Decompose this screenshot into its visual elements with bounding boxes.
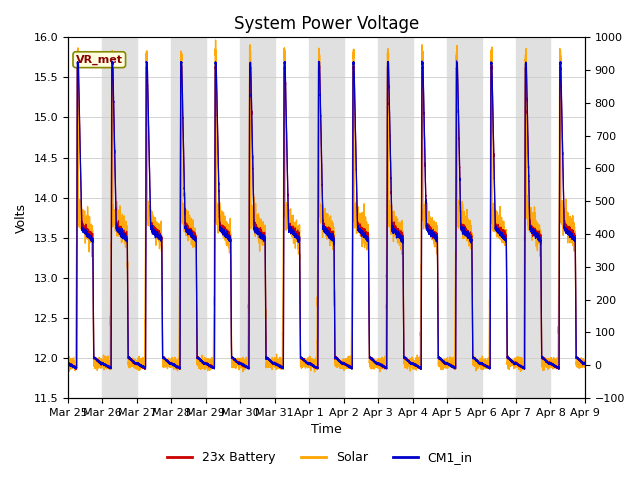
- Title: System Power Voltage: System Power Voltage: [234, 15, 419, 33]
- Bar: [516, 37, 550, 398]
- Bar: [447, 37, 481, 398]
- Bar: [102, 37, 137, 398]
- Text: VR_met: VR_met: [76, 55, 123, 65]
- Bar: [240, 37, 275, 398]
- Bar: [172, 37, 206, 398]
- Legend: 23x Battery, Solar, CM1_in: 23x Battery, Solar, CM1_in: [163, 446, 477, 469]
- Y-axis label: Volts: Volts: [15, 203, 28, 233]
- Bar: [378, 37, 413, 398]
- X-axis label: Time: Time: [311, 423, 342, 436]
- Bar: [309, 37, 344, 398]
